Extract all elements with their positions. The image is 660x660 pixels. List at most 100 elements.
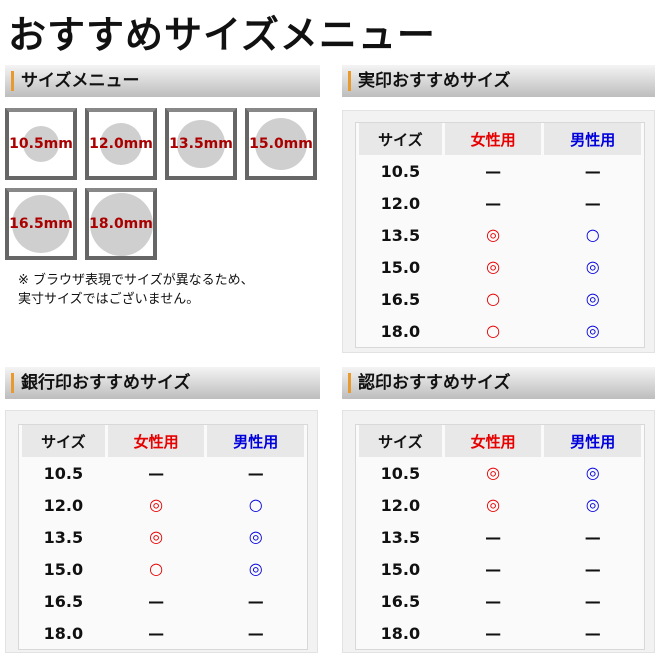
- not-recommended-mark: —: [247, 463, 264, 483]
- table-row: 15.0 ◎ ◎: [359, 251, 641, 283]
- column-header: サイズ: [359, 425, 442, 457]
- size-label: 12.0mm: [89, 136, 153, 152]
- size-cell: 13.5: [380, 527, 421, 547]
- table-row: 10.5 — —: [359, 155, 641, 187]
- good-mark: ○: [486, 321, 501, 340]
- table-row: 15.0 — —: [359, 553, 641, 585]
- table-row: 18.0 ○ ◎: [359, 315, 641, 347]
- not-recommended-mark: —: [584, 161, 601, 181]
- size-option[interactable]: 13.5mm: [165, 108, 237, 180]
- size-cell: 12.0: [380, 193, 421, 213]
- table-row: 16.5 — —: [359, 585, 641, 617]
- column-header: サイズ: [22, 425, 105, 457]
- size-option[interactable]: 18.0mm: [85, 188, 157, 260]
- good-mark: ○: [585, 225, 600, 244]
- column-header: 男性用: [544, 425, 641, 457]
- not-recommended-mark: —: [485, 591, 502, 611]
- good-mark: ○: [486, 289, 501, 308]
- best-mark: ◎: [486, 257, 501, 276]
- not-recommended-mark: —: [485, 161, 502, 181]
- page-title: おすすめサイズメニュー: [8, 13, 436, 57]
- section-heading-jitsuin: 実印おすすめサイズ: [342, 65, 655, 97]
- best-mark: ◎: [585, 257, 600, 276]
- not-recommended-mark: —: [485, 527, 502, 547]
- size-cell: 15.0: [380, 559, 421, 579]
- best-mark: ◎: [149, 527, 164, 546]
- not-recommended-mark: —: [584, 193, 601, 213]
- size-cell: 12.0: [43, 495, 84, 515]
- not-recommended-mark: —: [148, 591, 165, 611]
- size-option[interactable]: 15.0mm: [245, 108, 317, 180]
- size-cell: 15.0: [43, 559, 84, 579]
- size-label: 10.5mm: [9, 136, 73, 152]
- size-cell: 10.5: [380, 161, 421, 181]
- size-cell: 16.5: [380, 289, 421, 309]
- good-mark: ○: [248, 495, 263, 514]
- table-row: 16.5 ○ ◎: [359, 283, 641, 315]
- size-cell: 13.5: [380, 225, 421, 245]
- size-cell: 12.0: [380, 495, 421, 515]
- best-mark: ◎: [585, 321, 600, 340]
- best-mark: ◎: [149, 495, 164, 514]
- not-recommended-mark: —: [247, 623, 264, 643]
- size-disc: [12, 195, 70, 253]
- table-row: 12.0 ◎ ◎: [359, 489, 641, 521]
- column-header: 女性用: [444, 425, 542, 457]
- size-cell: 10.5: [380, 463, 421, 483]
- recommend-table-ginkoin: サイズ 女性用 男性用 10.5— —12.0 ◎ ○ 13.5 ◎ ◎ 15.0 ○ ◎ 16.5— —1…: [18, 424, 308, 650]
- size-disc: [100, 123, 142, 165]
- not-recommended-mark: —: [584, 591, 601, 611]
- recommend-table-jitsuin: サイズ 女性用 男性用 10.5— —12.0— —13.5 ◎ ○ 15.0 ◎ ◎ 16.5 ○ ◎ 1…: [355, 122, 645, 348]
- not-recommended-mark: —: [148, 623, 165, 643]
- not-recommended-mark: —: [485, 559, 502, 579]
- size-disc: [22, 125, 60, 163]
- best-mark: ◎: [585, 463, 600, 482]
- size-note: ※ ブラウザ表現でサイズが異なるため、 実寸サイズではございません。: [8, 265, 308, 320]
- table-row: 12.0 ◎ ○: [22, 489, 304, 521]
- size-disc: [89, 192, 153, 256]
- not-recommended-mark: —: [584, 527, 601, 547]
- table-row: 16.5 — —: [22, 585, 304, 617]
- table-row: 13.5 ◎ ○: [359, 219, 641, 251]
- not-recommended-mark: —: [485, 193, 502, 213]
- note-line: ※ ブラウザ表現でサイズが異なるため、: [18, 273, 254, 288]
- best-mark: ◎: [486, 495, 501, 514]
- size-option[interactable]: 16.5mm: [5, 188, 77, 260]
- size-cell: 16.5: [43, 591, 84, 611]
- table-row: 13.5 ◎ ◎: [22, 521, 304, 553]
- size-cell: 13.5: [43, 527, 84, 547]
- best-mark: ◎: [248, 527, 263, 546]
- good-mark: ○: [149, 559, 164, 578]
- size-cell: 10.5: [43, 463, 84, 483]
- best-mark: ◎: [486, 225, 501, 244]
- size-disc: [177, 120, 225, 168]
- size-label: 13.5mm: [169, 136, 233, 152]
- table-row: 12.0 — —: [359, 187, 641, 219]
- size-cell: 18.0: [380, 321, 421, 341]
- section-heading-ginkoin: 銀行印おすすめサイズ: [5, 367, 320, 399]
- column-header: 男性用: [544, 123, 641, 155]
- size-cell: 16.5: [380, 591, 421, 611]
- column-header: 女性用: [444, 123, 542, 155]
- section-heading-mitomein: 認印おすすめサイズ: [342, 367, 655, 399]
- size-label: 15.0mm: [249, 136, 313, 152]
- size-option[interactable]: 12.0mm: [85, 108, 157, 180]
- table-row: 10.5 ◎ ◎: [359, 457, 641, 489]
- size-label: 16.5mm: [9, 216, 73, 232]
- size-option[interactable]: 10.5mm: [5, 108, 77, 180]
- not-recommended-mark: —: [148, 463, 165, 483]
- not-recommended-mark: —: [584, 559, 601, 579]
- table-row: 10.5 — —: [22, 457, 304, 489]
- best-mark: ◎: [248, 559, 263, 578]
- section-heading-size-menu: サイズメニュー: [5, 65, 320, 97]
- size-disc: [254, 117, 308, 171]
- not-recommended-mark: —: [247, 591, 264, 611]
- table-row: 18.0 — —: [22, 617, 304, 649]
- column-header: サイズ: [359, 123, 442, 155]
- best-mark: ◎: [585, 495, 600, 514]
- best-mark: ◎: [486, 463, 501, 482]
- not-recommended-mark: —: [584, 623, 601, 643]
- size-cell: 15.0: [380, 257, 421, 277]
- table-row: 18.0 — —: [359, 617, 641, 649]
- column-header: 男性用: [207, 425, 304, 457]
